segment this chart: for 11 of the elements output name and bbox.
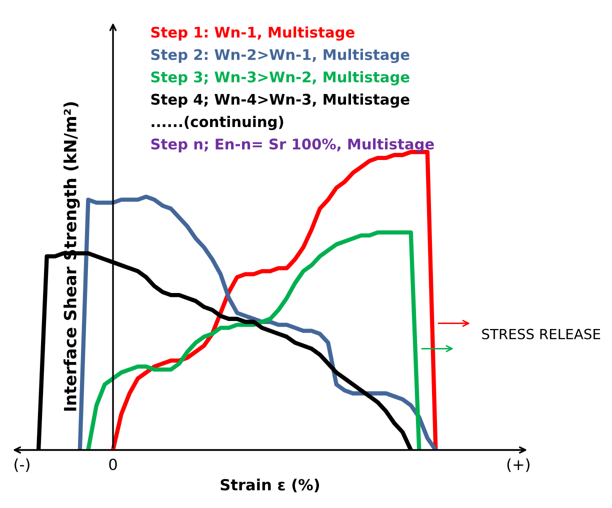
- text: Step 1: Wn-1, Multistage: [151, 26, 354, 41]
- text: Step 4; Wn-4>Wn-3, Multistage: [151, 94, 410, 108]
- x-axis-title: Strain ε (%): [220, 478, 320, 492]
- text: ......(continuing): [152, 116, 284, 130]
- x-tick-label: 0: [109, 458, 117, 470]
- annotation: STRESS RELEASE: [482, 328, 600, 340]
- text: Step 2: Wn-2>Wn-1, Multistage: [151, 48, 410, 64]
- x-tick-label: (+): [507, 458, 530, 472]
- x-tick-label: (-): [14, 458, 30, 472]
- text: Step 3; Wn-3>Wn-2, Multistage: [151, 71, 410, 86]
- annotation: Step n; En-n= Sr 100%, Multistage: [151, 138, 434, 152]
